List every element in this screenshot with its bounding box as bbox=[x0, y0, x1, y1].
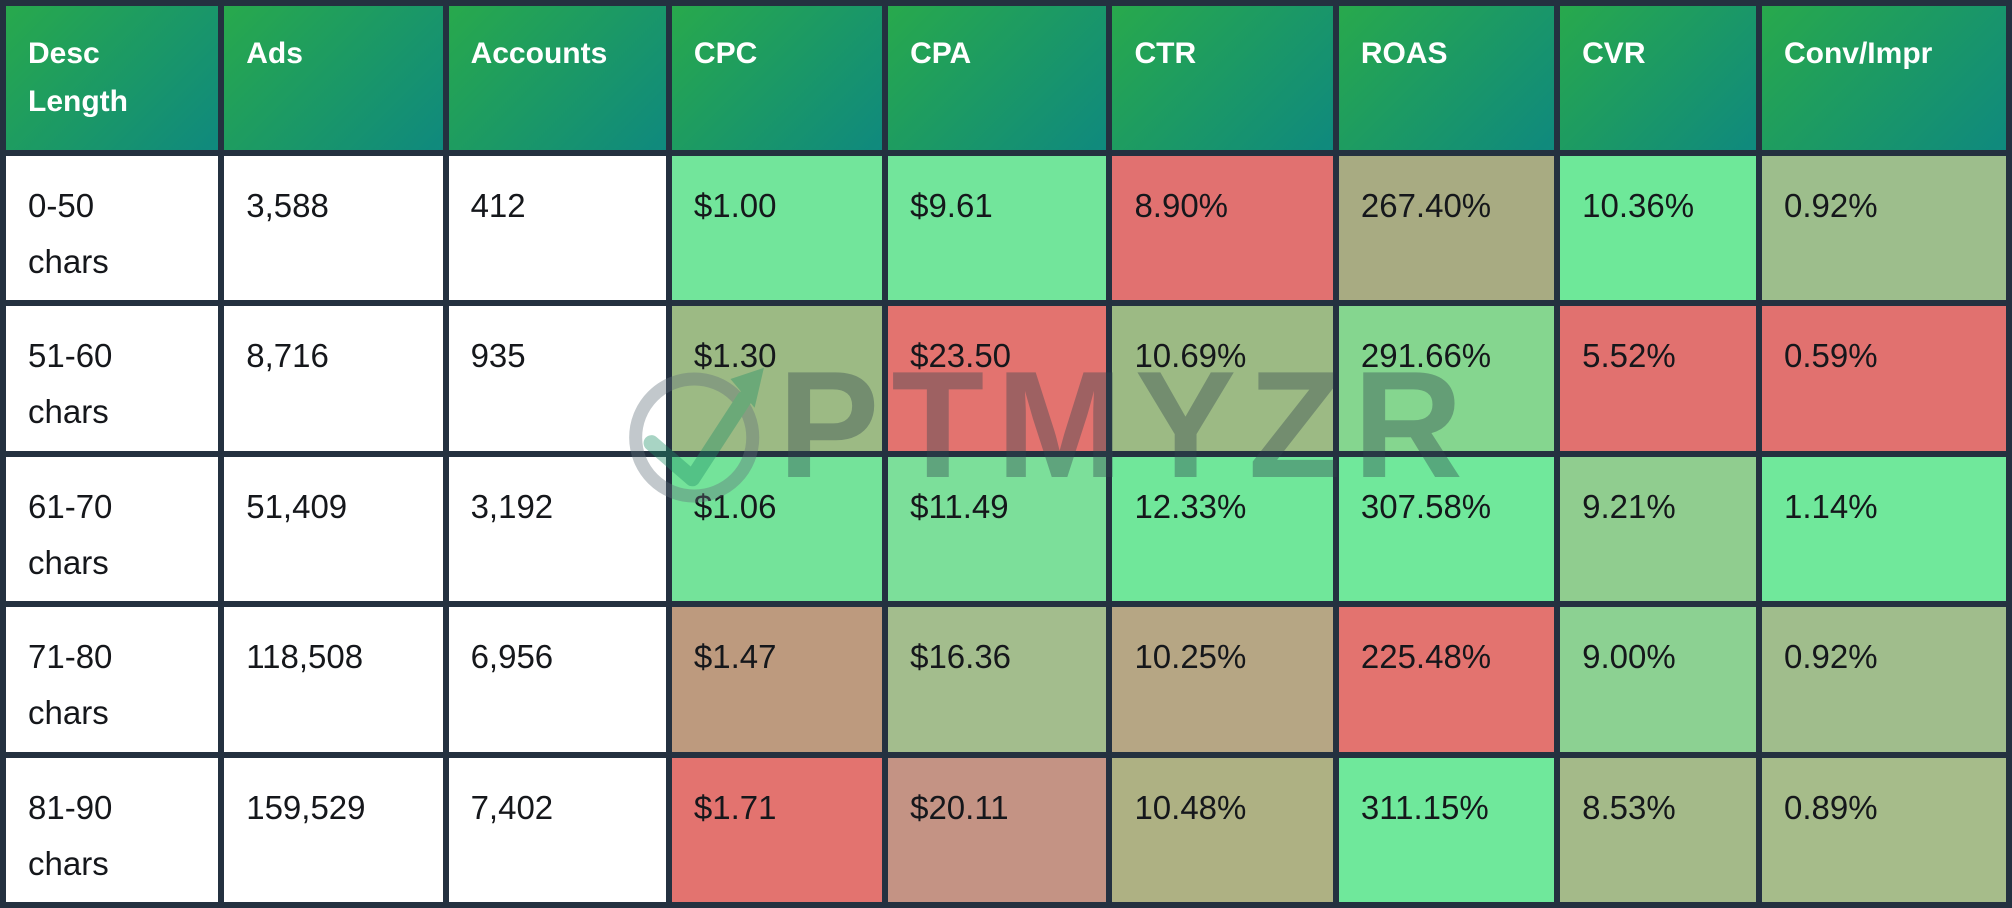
cell-cvr: 10.36% bbox=[1554, 149, 1762, 307]
cell-cpc: $1.00 bbox=[665, 149, 889, 307]
cell-cpc: $1.30 bbox=[665, 300, 889, 457]
cell-cpa: $9.61 bbox=[882, 149, 1113, 307]
cell-conv-impr: 1.14% bbox=[1755, 450, 2012, 608]
cell-conv-impr: 0.92% bbox=[1755, 149, 2012, 307]
cell-cpa: $11.49 bbox=[882, 450, 1113, 608]
column-header-roas: ROAS bbox=[1332, 0, 1561, 156]
table-row: 0-50 chars 3,588 412 $1.00 $9.61 8.90% 267.40%… bbox=[0, 149, 2012, 307]
cell-cpc: $1.06 bbox=[665, 450, 889, 608]
cell-ctr: 10.48% bbox=[1106, 751, 1339, 908]
cell-ctr: 12.33% bbox=[1106, 450, 1339, 608]
cell-cpa: $16.36 bbox=[882, 601, 1113, 758]
cell-roas: 291.66% bbox=[1332, 300, 1561, 457]
cell-conv-impr: 0.92% bbox=[1755, 601, 2012, 758]
column-header-desc-length: Desc Length bbox=[0, 0, 225, 156]
cell-cpc: $1.71 bbox=[665, 751, 889, 908]
cell-desc-length: 0-50 chars bbox=[0, 149, 225, 307]
cell-accounts: 7,402 bbox=[442, 751, 672, 908]
column-header-cvr: CVR bbox=[1554, 0, 1762, 156]
cell-roas: 307.58% bbox=[1332, 450, 1561, 608]
cell-ads: 8,716 bbox=[218, 300, 449, 457]
cell-ctr: 10.25% bbox=[1106, 601, 1339, 758]
table-row: 81-90 chars 159,529 7,402 $1.71 $20.11 10.48%… bbox=[0, 751, 2012, 908]
cell-desc-length: 71-80 chars bbox=[0, 601, 225, 758]
cell-accounts: 6,956 bbox=[442, 601, 672, 758]
table-row: 71-80 chars 118,508 6,956 $1.47 $16.36 10.25%… bbox=[0, 601, 2012, 758]
table-row: 51-60 chars 8,716 935 $1.30 $23.50 10.69% 291.… bbox=[0, 300, 2012, 457]
cell-ctr: 8.90% bbox=[1106, 149, 1339, 307]
table-body: 0-50 chars 3,588 412 $1.00 $9.61 8.90% 267.40%… bbox=[0, 149, 2012, 908]
cell-cpa: $23.50 bbox=[882, 300, 1113, 457]
cell-cvr: 9.21% bbox=[1554, 450, 1762, 608]
cell-ads: 118,508 bbox=[218, 601, 449, 758]
cell-desc-length: 81-90 chars bbox=[0, 751, 225, 908]
table-row: 61-70 chars 51,409 3,192 $1.06 $11.49 12.33% 3… bbox=[0, 450, 2012, 608]
cell-cpa: $20.11 bbox=[882, 751, 1113, 908]
cell-roas: 267.40% bbox=[1332, 149, 1561, 307]
column-header-cpc: CPC bbox=[665, 0, 889, 156]
cell-roas: 225.48% bbox=[1332, 601, 1561, 758]
column-header-cpa: CPA bbox=[882, 0, 1113, 156]
cell-ctr: 10.69% bbox=[1106, 300, 1339, 457]
cell-desc-length: 61-70 chars bbox=[0, 450, 225, 608]
cell-ads: 159,529 bbox=[218, 751, 449, 908]
cell-accounts: 935 bbox=[442, 300, 672, 457]
column-header-accounts: Accounts bbox=[442, 0, 672, 156]
cell-cvr: 5.52% bbox=[1554, 300, 1762, 457]
cell-accounts: 412 bbox=[442, 149, 672, 307]
cell-desc-length: 51-60 chars bbox=[0, 300, 225, 457]
cell-ads: 51,409 bbox=[218, 450, 449, 608]
cell-conv-impr: 0.59% bbox=[1755, 300, 2012, 457]
cell-cvr: 9.00% bbox=[1554, 601, 1762, 758]
header-row: Desc Length Ads Accounts CPC CPA CTR ROAS CVR Co… bbox=[0, 0, 2012, 156]
cell-cvr: 8.53% bbox=[1554, 751, 1762, 908]
cell-accounts: 3,192 bbox=[442, 450, 672, 608]
column-header-ads: Ads bbox=[218, 0, 449, 156]
column-header-conv-impr: Conv/Impr bbox=[1755, 0, 2012, 156]
cell-conv-impr: 0.89% bbox=[1755, 751, 2012, 908]
cell-cpc: $1.47 bbox=[665, 601, 889, 758]
cell-ads: 3,588 bbox=[218, 149, 449, 307]
column-header-ctr: CTR bbox=[1106, 0, 1339, 156]
cell-roas: 311.15% bbox=[1332, 751, 1561, 908]
